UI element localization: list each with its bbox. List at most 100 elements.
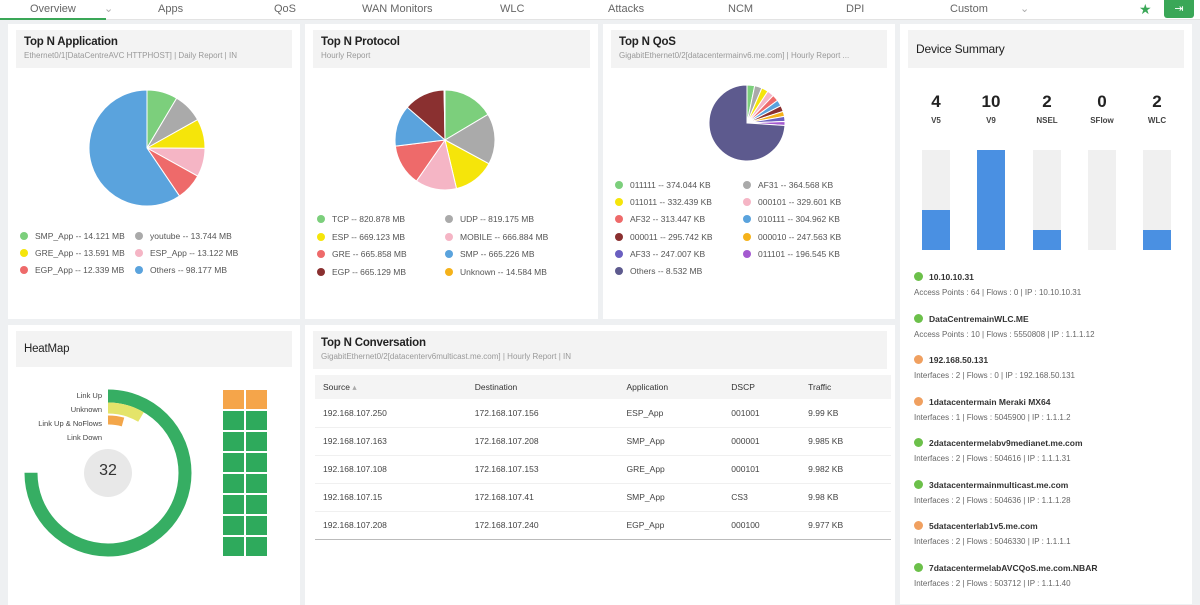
legend-item[interactable]: SMP -- 665.226 MB bbox=[445, 249, 535, 259]
legend-item[interactable]: MOBILE -- 666.884 MB bbox=[445, 232, 548, 242]
legend-label: 000101 -- 329.601 KB bbox=[758, 197, 842, 208]
table-row[interactable]: 192.168.107.208 172.168.107.240 EGP_App 000… bbox=[315, 511, 891, 540]
column-traffic[interactable]: Traffic bbox=[800, 375, 891, 399]
table-row[interactable]: 192.168.107.163 172.168.107.208 SMP_App 000… bbox=[315, 427, 891, 456]
device-list-item[interactable]: 5datacenterlab1v5.me.com Interfaces : 2 … bbox=[914, 521, 1071, 546]
legend-item[interactable]: Unknown -- 14.584 MB bbox=[445, 267, 547, 277]
chevron-down-icon[interactable]: ⌄ bbox=[1020, 3, 1030, 15]
device-name[interactable]: 3datacentermainmulticast.me.com bbox=[929, 479, 1069, 490]
device-name[interactable]: 2datacentermelabv9medianet.me.com bbox=[929, 438, 1083, 448]
column-destination[interactable]: Destination bbox=[466, 375, 619, 399]
link-up-ring[interactable] bbox=[24, 389, 192, 557]
legend-dot-icon bbox=[317, 267, 325, 276]
bar-wlc[interactable] bbox=[1143, 230, 1171, 250]
heatmap-cell[interactable] bbox=[223, 516, 244, 535]
heatmap-cell[interactable] bbox=[223, 537, 244, 556]
legend-item[interactable]: ESP -- 669.123 MB bbox=[317, 232, 405, 242]
tab-qos[interactable]: QoS bbox=[274, 3, 297, 15]
bar-nsel[interactable] bbox=[1033, 230, 1061, 250]
legend-item[interactable]: AF32 -- 313.447 KB bbox=[615, 214, 705, 224]
heatmap-cell[interactable] bbox=[246, 474, 267, 493]
tab-dpi[interactable]: DPI bbox=[846, 3, 865, 15]
column-source[interactable]: Source ▴ bbox=[315, 375, 467, 399]
device-name[interactable]: 7datacentermelabAVCQoS.me.com.NBAR bbox=[929, 562, 1098, 573]
legend-item[interactable]: AF33 -- 247.007 KB bbox=[615, 249, 705, 259]
legend-item[interactable]: TCP -- 820.878 MB bbox=[317, 214, 405, 224]
device-name[interactable]: 192.168.50.131 bbox=[929, 355, 989, 365]
pie-slice[interactable] bbox=[708, 84, 786, 162]
legend-item[interactable]: 000101 -- 329.601 KB bbox=[743, 197, 841, 207]
device-list-item[interactable]: 7datacentermelabAVCQoS.me.com.NBAR Inter… bbox=[914, 562, 1098, 588]
legend-item[interactable]: UDP -- 819.175 MB bbox=[445, 214, 534, 224]
heatmap-cell[interactable] bbox=[246, 516, 267, 535]
heatmap-cell[interactable] bbox=[223, 432, 244, 451]
bar-v5[interactable] bbox=[922, 210, 950, 250]
bar-v9[interactable] bbox=[977, 150, 1005, 250]
legend-item[interactable]: 011011 -- 332.439 KB bbox=[615, 197, 712, 207]
heatmap-cell[interactable] bbox=[246, 390, 267, 409]
column-application[interactable]: Application bbox=[618, 375, 724, 399]
device-name[interactable]: 10.10.10.31 bbox=[929, 272, 974, 282]
heatmap-cell[interactable] bbox=[223, 390, 244, 409]
unknown-arc[interactable] bbox=[107, 402, 144, 422]
device-list-item[interactable]: 2datacentermelabv9medianet.me.com Interf… bbox=[914, 438, 1083, 463]
heatmap-cell[interactable] bbox=[246, 537, 267, 556]
legend-item[interactable]: EGP_App -- 12.339 MB bbox=[20, 265, 124, 275]
table-cell: CS3 bbox=[723, 483, 801, 512]
legend-item[interactable]: 000011 -- 295.742 KB bbox=[615, 232, 713, 242]
table-row[interactable]: 192.168.107.108 172.168.107.153 GRE_App 000… bbox=[315, 455, 891, 484]
star-icon[interactable]: ★ bbox=[1139, 1, 1152, 17]
pie-slice[interactable] bbox=[88, 89, 181, 207]
legend-item[interactable]: 011111 -- 374.044 KB bbox=[615, 180, 711, 190]
heatmap-cell[interactable] bbox=[223, 453, 244, 472]
device-list-item[interactable]: 10.10.10.31 Access Points : 64 | Flows :… bbox=[914, 272, 1081, 297]
device-name[interactable]: 1datacentermain Meraki MX64 bbox=[929, 396, 1051, 407]
heatmap-cell[interactable] bbox=[246, 453, 267, 472]
tab-apps[interactable]: Apps bbox=[158, 3, 184, 15]
tab-custom[interactable]: Custom bbox=[950, 3, 988, 15]
legend-item[interactable]: EGP -- 665.129 MB bbox=[317, 267, 406, 277]
pie-slice[interactable] bbox=[443, 113, 496, 165]
legend-item[interactable]: GRE -- 665.858 MB bbox=[317, 249, 407, 259]
device-list-item[interactable]: 1datacentermain Meraki MX64 Interfaces :… bbox=[914, 396, 1071, 422]
legend-item[interactable]: youtube -- 13.744 MB bbox=[135, 231, 232, 241]
legend-label: UDP -- 819.175 MB bbox=[460, 214, 535, 224]
heatmap-cell[interactable] bbox=[223, 411, 244, 430]
legend-item[interactable]: 011101 -- 196.545 KB bbox=[743, 249, 840, 259]
legend-item[interactable]: SMP_App -- 14.121 MB bbox=[20, 231, 125, 241]
heatmap-cell[interactable] bbox=[246, 432, 267, 451]
sort-icon[interactable]: ▴ bbox=[352, 381, 357, 392]
legend-item[interactable]: AF31 -- 364.568 KB bbox=[743, 180, 833, 190]
legend-item[interactable]: 010111 -- 304.962 KB bbox=[743, 214, 840, 224]
pie-slice[interactable] bbox=[443, 89, 446, 141]
device-list-item[interactable]: 192.168.50.131 Interfaces : 2 | Flows : … bbox=[914, 355, 1075, 380]
legend-item[interactable]: 000010 -- 247.563 KB bbox=[743, 232, 841, 242]
heatmap-cell[interactable] bbox=[223, 474, 244, 493]
legend-item[interactable]: Others -- 98.177 MB bbox=[135, 265, 227, 275]
chevron-down-icon[interactable]: ⌄ bbox=[104, 3, 114, 15]
legend-dot-icon bbox=[445, 215, 453, 223]
heatmap-cell[interactable] bbox=[223, 495, 244, 514]
table-row[interactable]: 192.168.107.250 172.168.107.156 ESP_App 001… bbox=[315, 399, 891, 428]
legend-dot-icon bbox=[135, 232, 143, 240]
pie-slice[interactable] bbox=[444, 89, 489, 141]
device-name[interactable]: DataCentremainWLC.ME bbox=[929, 313, 1029, 324]
table-cell: GRE_App bbox=[618, 455, 724, 484]
legend-item[interactable]: GRE_App -- 13.591 MB bbox=[20, 248, 125, 258]
tab-wan-monitors[interactable]: WAN Monitors bbox=[362, 3, 433, 15]
column-dscp[interactable]: DSCP bbox=[723, 375, 801, 399]
tab-overview[interactable]: Overview bbox=[0, 3, 106, 20]
device-name[interactable]: 5datacenterlab1v5.me.com bbox=[929, 521, 1038, 531]
legend-item[interactable]: ESP_App -- 13.122 MB bbox=[135, 248, 238, 258]
tab-attacks[interactable]: Attacks bbox=[608, 3, 645, 15]
device-list-item[interactable]: DataCentremainWLC.ME Access Points : 10 … bbox=[914, 313, 1095, 339]
link-up-noflows-arc[interactable] bbox=[107, 415, 125, 427]
menu-toggle-button[interactable]: ⇥ bbox=[1164, 0, 1194, 18]
table-row[interactable]: 192.168.107.15 172.168.107.41 SMP_App CS3 9.… bbox=[315, 483, 891, 512]
heatmap-cell[interactable] bbox=[246, 411, 267, 430]
heatmap-cell[interactable] bbox=[246, 495, 267, 514]
tab-ncm[interactable]: NCM bbox=[728, 3, 754, 15]
device-list-item[interactable]: 3datacentermainmulticast.me.com Interfac… bbox=[914, 479, 1071, 505]
tab-wlc[interactable]: WLC bbox=[500, 3, 525, 15]
legend-item[interactable]: Others -- 8.532 MB bbox=[615, 266, 702, 276]
